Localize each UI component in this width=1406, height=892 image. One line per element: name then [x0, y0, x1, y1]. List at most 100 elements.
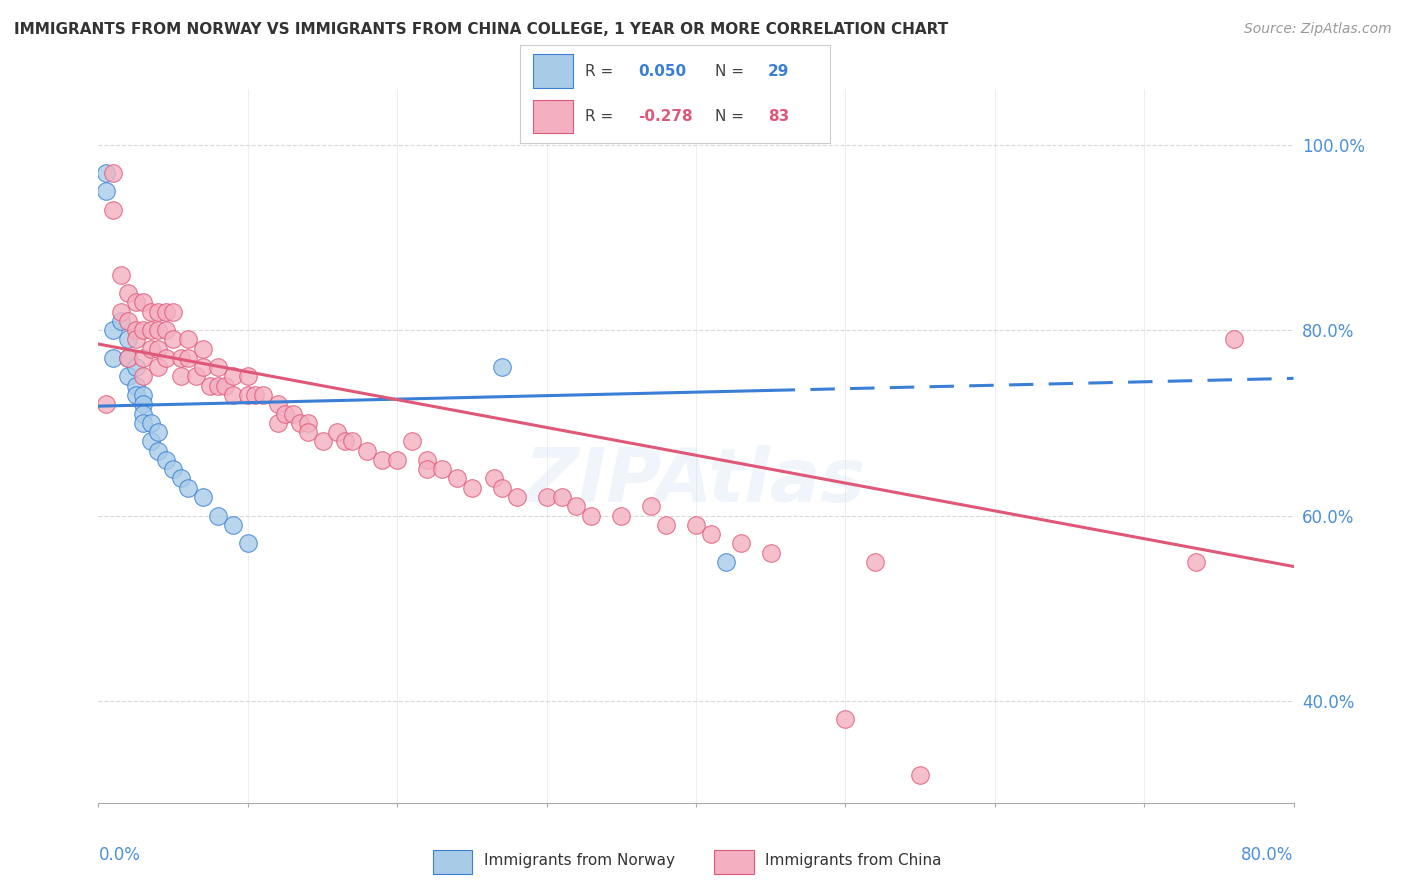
Point [191, 490, 214, 504]
Point [155, 304, 177, 318]
Point [491, 360, 513, 375]
Point [94, 184, 117, 198]
Point [94, 166, 117, 180]
Point [191, 360, 214, 375]
Point [132, 369, 155, 384]
Point [110, 268, 132, 282]
Point [110, 304, 132, 318]
Text: Immigrants from China: Immigrants from China [765, 854, 942, 868]
Point [191, 342, 214, 356]
Point [730, 536, 752, 550]
Point [132, 397, 155, 411]
Point [117, 351, 139, 365]
Point [162, 462, 184, 476]
Point [155, 323, 177, 337]
Point [1185, 555, 1208, 569]
Point [110, 314, 132, 328]
Point [103, 323, 125, 337]
Point [200, 378, 222, 392]
Point [1223, 333, 1246, 347]
Point [281, 407, 304, 421]
Point [610, 508, 633, 523]
Point [169, 369, 191, 384]
Point [214, 378, 236, 392]
Point [326, 425, 349, 439]
Point [117, 286, 139, 301]
Point [148, 360, 170, 375]
Point [565, 500, 588, 514]
Point [117, 333, 139, 347]
Point [267, 416, 290, 430]
Point [94, 397, 117, 411]
Point [148, 443, 170, 458]
Text: N =: N = [716, 109, 749, 124]
Point [446, 471, 468, 485]
Text: 0.050: 0.050 [638, 63, 686, 78]
Point [184, 369, 207, 384]
FancyBboxPatch shape [433, 849, 472, 874]
Point [125, 333, 148, 347]
Point [371, 453, 394, 467]
Point [177, 481, 200, 495]
FancyBboxPatch shape [533, 100, 572, 133]
Point [148, 304, 170, 318]
Point [655, 517, 678, 532]
Point [139, 342, 162, 356]
Point [333, 434, 356, 449]
Point [297, 416, 319, 430]
Point [222, 369, 245, 384]
Point [132, 295, 155, 310]
Point [252, 388, 274, 402]
Point [700, 527, 723, 541]
Text: ZIPAtlas: ZIPAtlas [526, 445, 866, 518]
Point [148, 425, 170, 439]
Text: Immigrants from Norway: Immigrants from Norway [484, 854, 675, 868]
Point [236, 369, 259, 384]
Point [430, 462, 453, 476]
Point [222, 388, 245, 402]
Point [401, 434, 423, 449]
Point [125, 295, 148, 310]
Point [685, 517, 707, 532]
Point [484, 471, 506, 485]
Point [297, 425, 319, 439]
Point [207, 508, 229, 523]
Text: 83: 83 [768, 109, 789, 124]
Point [274, 407, 297, 421]
Point [125, 378, 148, 392]
Point [177, 333, 200, 347]
Point [288, 416, 311, 430]
Point [236, 536, 259, 550]
Point [207, 378, 229, 392]
Point [132, 388, 155, 402]
Text: Source: ZipAtlas.com: Source: ZipAtlas.com [1244, 22, 1392, 37]
Text: 29: 29 [768, 63, 789, 78]
Point [132, 407, 155, 421]
Point [865, 555, 887, 569]
Point [207, 360, 229, 375]
FancyBboxPatch shape [714, 849, 754, 874]
Point [759, 545, 782, 559]
Text: 0.0%: 0.0% [98, 846, 141, 863]
Text: 80.0%: 80.0% [1241, 846, 1294, 863]
Point [267, 397, 290, 411]
Point [311, 434, 333, 449]
FancyBboxPatch shape [533, 54, 572, 87]
Point [177, 351, 200, 365]
Point [155, 453, 177, 467]
Point [236, 388, 259, 402]
Point [139, 323, 162, 337]
Point [461, 481, 484, 495]
Point [148, 342, 170, 356]
Point [714, 555, 737, 569]
Text: R =: R = [585, 63, 619, 78]
Point [148, 323, 170, 337]
Text: N =: N = [716, 63, 749, 78]
Point [162, 333, 184, 347]
Point [169, 351, 191, 365]
Point [139, 304, 162, 318]
Point [640, 500, 662, 514]
Point [125, 360, 148, 375]
Point [103, 351, 125, 365]
Point [132, 323, 155, 337]
